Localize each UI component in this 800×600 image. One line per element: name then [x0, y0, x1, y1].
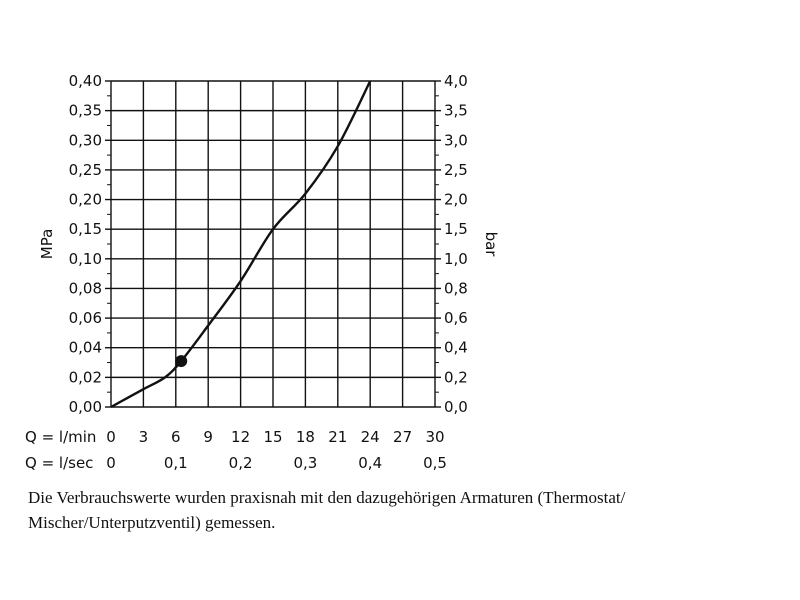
x-tick-label: 15	[263, 428, 282, 446]
y-tick-label-right: 0,2	[444, 368, 468, 386]
x-tick-label: 0,3	[293, 454, 317, 472]
y-tick-label-right: 0,0	[444, 398, 468, 416]
y-tick-label-right: 3,5	[444, 102, 468, 120]
x-tick-label: 6	[171, 428, 181, 446]
y-tick-label-left: 0,25	[69, 161, 102, 179]
x-tick-label: 24	[361, 428, 380, 446]
y-axis-left-label: MPa	[38, 229, 56, 260]
x-axis-rows: Q = l/min 0 3 6 9 12 15 18 21 24 27 30 Q = l/sec 0 0,1…	[25, 428, 447, 472]
flow-curve	[110, 80, 372, 409]
y-tick-label-right: 1,0	[444, 250, 468, 268]
y-tick-label-right: 3,0	[444, 131, 468, 149]
y-tick-label-right: 0,4	[444, 339, 468, 357]
y-tick-label-left: 0,00	[69, 398, 102, 416]
x-tick-label: 18	[296, 428, 315, 446]
x-tick-label: 21	[328, 428, 347, 446]
x-tick-label: 27	[393, 428, 412, 446]
x-tick-label: 30	[425, 428, 444, 446]
x-tick-label: 12	[231, 428, 250, 446]
y-tick-label-left: 0,30	[69, 131, 102, 149]
x-tick-label: 9	[203, 428, 213, 446]
y-axis-right-ticks: 0,0 0,2 0,4 0,6 0,8 1,0 1,5 2,0 2,5 3,0 3,5 4,0	[444, 72, 468, 416]
y-tick-label-left: 0,35	[69, 102, 102, 120]
y-tick-label-right: 1,5	[444, 220, 468, 238]
y-tick-label-left: 0,08	[69, 279, 102, 297]
y-axis-left-ticks: 0,00 0,02 0,04 0,06 0,08 0,10 0,15 0,20 0,25 0,30…	[69, 72, 102, 416]
x-tick-label: 0,5	[423, 454, 447, 472]
y-tick-label-right: 0,8	[444, 279, 468, 297]
chart-caption: Die Verbrauchswerte wurden praxisnah mit…	[28, 488, 626, 532]
x-axis-row-label: Q = l/sec	[25, 454, 93, 472]
y-tick-label-right: 0,6	[444, 309, 468, 327]
y-tick-label-right: 4,0	[444, 72, 468, 90]
x-axis-row-label: Q = l/min	[25, 428, 96, 446]
y-tick-label-right: 2,5	[444, 161, 468, 179]
y-tick-label-left: 0,15	[69, 220, 102, 238]
operating-point-marker	[175, 355, 188, 368]
y-tick-label-left: 0,04	[69, 339, 102, 357]
flow-pressure-chart: 0,000,020,040,060,080,100,150,200,250,30…	[25, 72, 500, 472]
y-tick-label-left: 0,10	[69, 250, 102, 268]
y-tick-label-left: 0,06	[69, 309, 102, 327]
x-tick-label: 0	[106, 454, 116, 472]
y-tick-label-left: 0,40	[69, 72, 102, 90]
x-tick-label: 0,2	[229, 454, 253, 472]
x-tick-label: 0,4	[358, 454, 382, 472]
y-tick-label-right: 2,0	[444, 191, 468, 209]
series-layer	[110, 80, 372, 409]
y-tick-label-left: 0,02	[69, 368, 102, 386]
y-tick-label-left: 0,20	[69, 191, 102, 209]
x-tick-label: 3	[139, 428, 149, 446]
x-tick-label: 0,1	[164, 454, 188, 472]
x-tick-label: 0	[106, 428, 116, 446]
y-axis-right-label: bar	[482, 232, 500, 258]
chart-grid	[105, 80, 441, 408]
